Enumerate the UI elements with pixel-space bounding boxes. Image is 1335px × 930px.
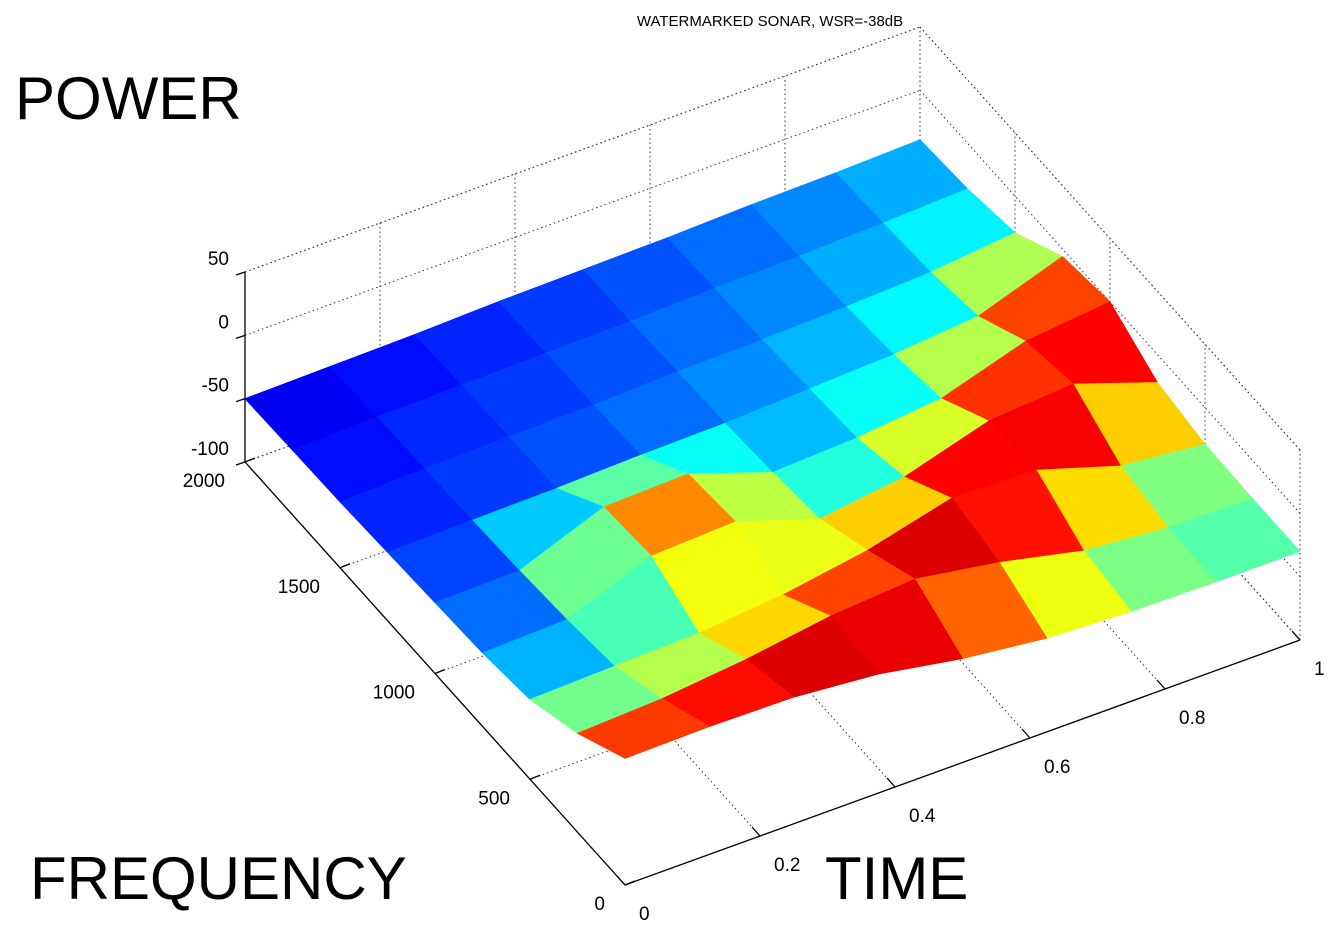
chart-title: WATERMARKED SONAR, WSR=-38dB [637, 13, 903, 30]
y-tick [434, 668, 446, 675]
x-tick-label: 1 [1314, 659, 1325, 680]
x-tick-label: 0 [639, 904, 650, 925]
z-axis-label: POWER [15, 65, 242, 132]
y-tick-label: 1000 [373, 683, 415, 704]
y-axis-label: FREQUENCY [30, 845, 407, 912]
x-axis-label: TIME [825, 845, 968, 912]
z-tick [235, 461, 246, 466]
x-tick-label: 0.4 [909, 806, 936, 827]
z-tick [235, 398, 246, 403]
surface-patch [577, 698, 710, 759]
x-tick [1021, 728, 1031, 739]
y-tick-label: 2000 [183, 471, 225, 492]
z-tick [235, 271, 246, 276]
x-tick-label: 0.6 [1044, 757, 1070, 778]
y-tick [244, 457, 256, 463]
y-tick-label: 0 [594, 894, 605, 915]
x-tick [751, 826, 761, 837]
x-tick-label: 0.8 [1179, 708, 1205, 729]
z-tick-label: -50 [202, 376, 229, 397]
x-tick [886, 777, 896, 788]
z-tick-label: -100 [191, 439, 229, 460]
y-tick-label: 1500 [278, 577, 320, 598]
x-tick-label: 0.2 [774, 855, 800, 876]
z-tick [235, 334, 246, 339]
x-tick [1291, 630, 1301, 641]
plot-area: 0 0.2 0.4 0.6 0.8 1 0 500 1000 1500 2000 -100 -50 0 50 [183, 26, 1325, 925]
x-axis [624, 639, 1301, 886]
y-tick [529, 774, 541, 780]
z-tick-label: 0 [218, 312, 229, 333]
y-tick-label: 500 [478, 788, 510, 809]
z-tick-label: 50 [208, 249, 229, 270]
grid-line [919, 26, 1301, 451]
y-tick [624, 880, 636, 886]
x-tick [1156, 679, 1166, 690]
y-tick [339, 563, 351, 569]
x-tick [616, 875, 626, 886]
